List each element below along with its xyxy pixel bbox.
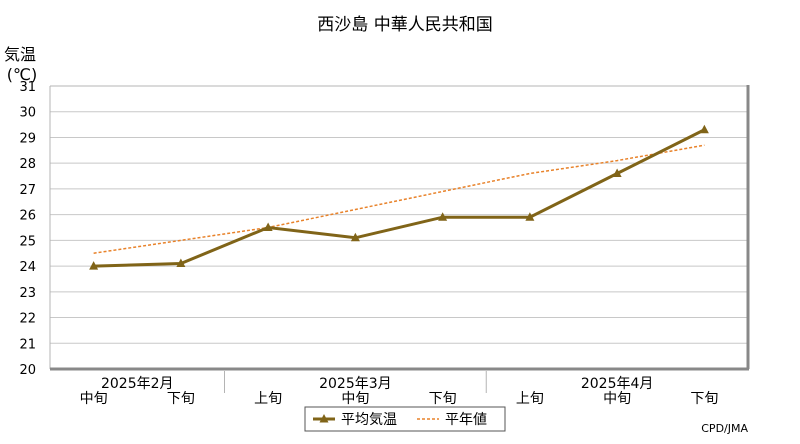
grid-lines (50, 85, 748, 344)
x-tick-label: 上旬 (254, 391, 282, 407)
x-tick-label: 上旬 (516, 391, 544, 407)
y-tick-label: 22 (19, 312, 36, 327)
data-point (612, 168, 622, 177)
y-tick-label: 28 (19, 157, 36, 172)
series-line-normal (93, 144, 705, 254)
data-point (438, 212, 448, 221)
y-tick-label: 27 (19, 183, 36, 198)
y-tick-label: 21 (19, 337, 36, 352)
legend-label: 平年値 (445, 412, 487, 428)
y-axis-unit: (℃) (7, 65, 37, 84)
month-label: 2025年4月 (581, 376, 654, 392)
chart-title: 西沙島 中華人民共和国 (317, 15, 492, 35)
x-tick-label: 中旬 (341, 391, 369, 407)
y-tick-label: 20 (19, 363, 36, 378)
y-tick-label: 26 (19, 209, 36, 224)
x-tick-label: 中旬 (603, 391, 631, 407)
data-point (525, 212, 535, 221)
data-point (350, 232, 360, 242)
legend: 平均気温 平年値 (304, 406, 506, 432)
data-point (89, 261, 99, 270)
y-axis-label: 気温 (4, 45, 36, 64)
credit-text: CPD/JMA (701, 422, 748, 435)
data-point (176, 258, 186, 268)
y-tick-label: 31 (19, 80, 36, 95)
x-tick-label: 下旬 (429, 391, 457, 407)
y-tick-labels: 20 21 22 23 24 25 26 27 28 29 30 31 (19, 80, 36, 378)
month-label: 2025年3月 (319, 376, 392, 392)
legend-box (304, 406, 506, 432)
y-tick-label: 24 (19, 260, 36, 275)
series-line-average (93, 128, 706, 268)
y-tick-label: 25 (19, 234, 36, 249)
legend-label: 平均気温 (341, 412, 397, 428)
data-point (699, 124, 709, 134)
data-point (263, 222, 273, 231)
plot-frame (49, 85, 750, 371)
legend-marker (319, 414, 329, 423)
x-tick-label: 下旬 (690, 391, 718, 407)
series-layer (89, 124, 709, 270)
month-label: 2025年2月 (101, 376, 174, 392)
x-tick-label: 下旬 (167, 391, 195, 407)
y-tick-label: 30 (19, 106, 36, 121)
y-tick-label: 23 (19, 286, 36, 301)
x-tick-label: 中旬 (80, 391, 108, 407)
y-tick-label: 29 (19, 131, 36, 146)
